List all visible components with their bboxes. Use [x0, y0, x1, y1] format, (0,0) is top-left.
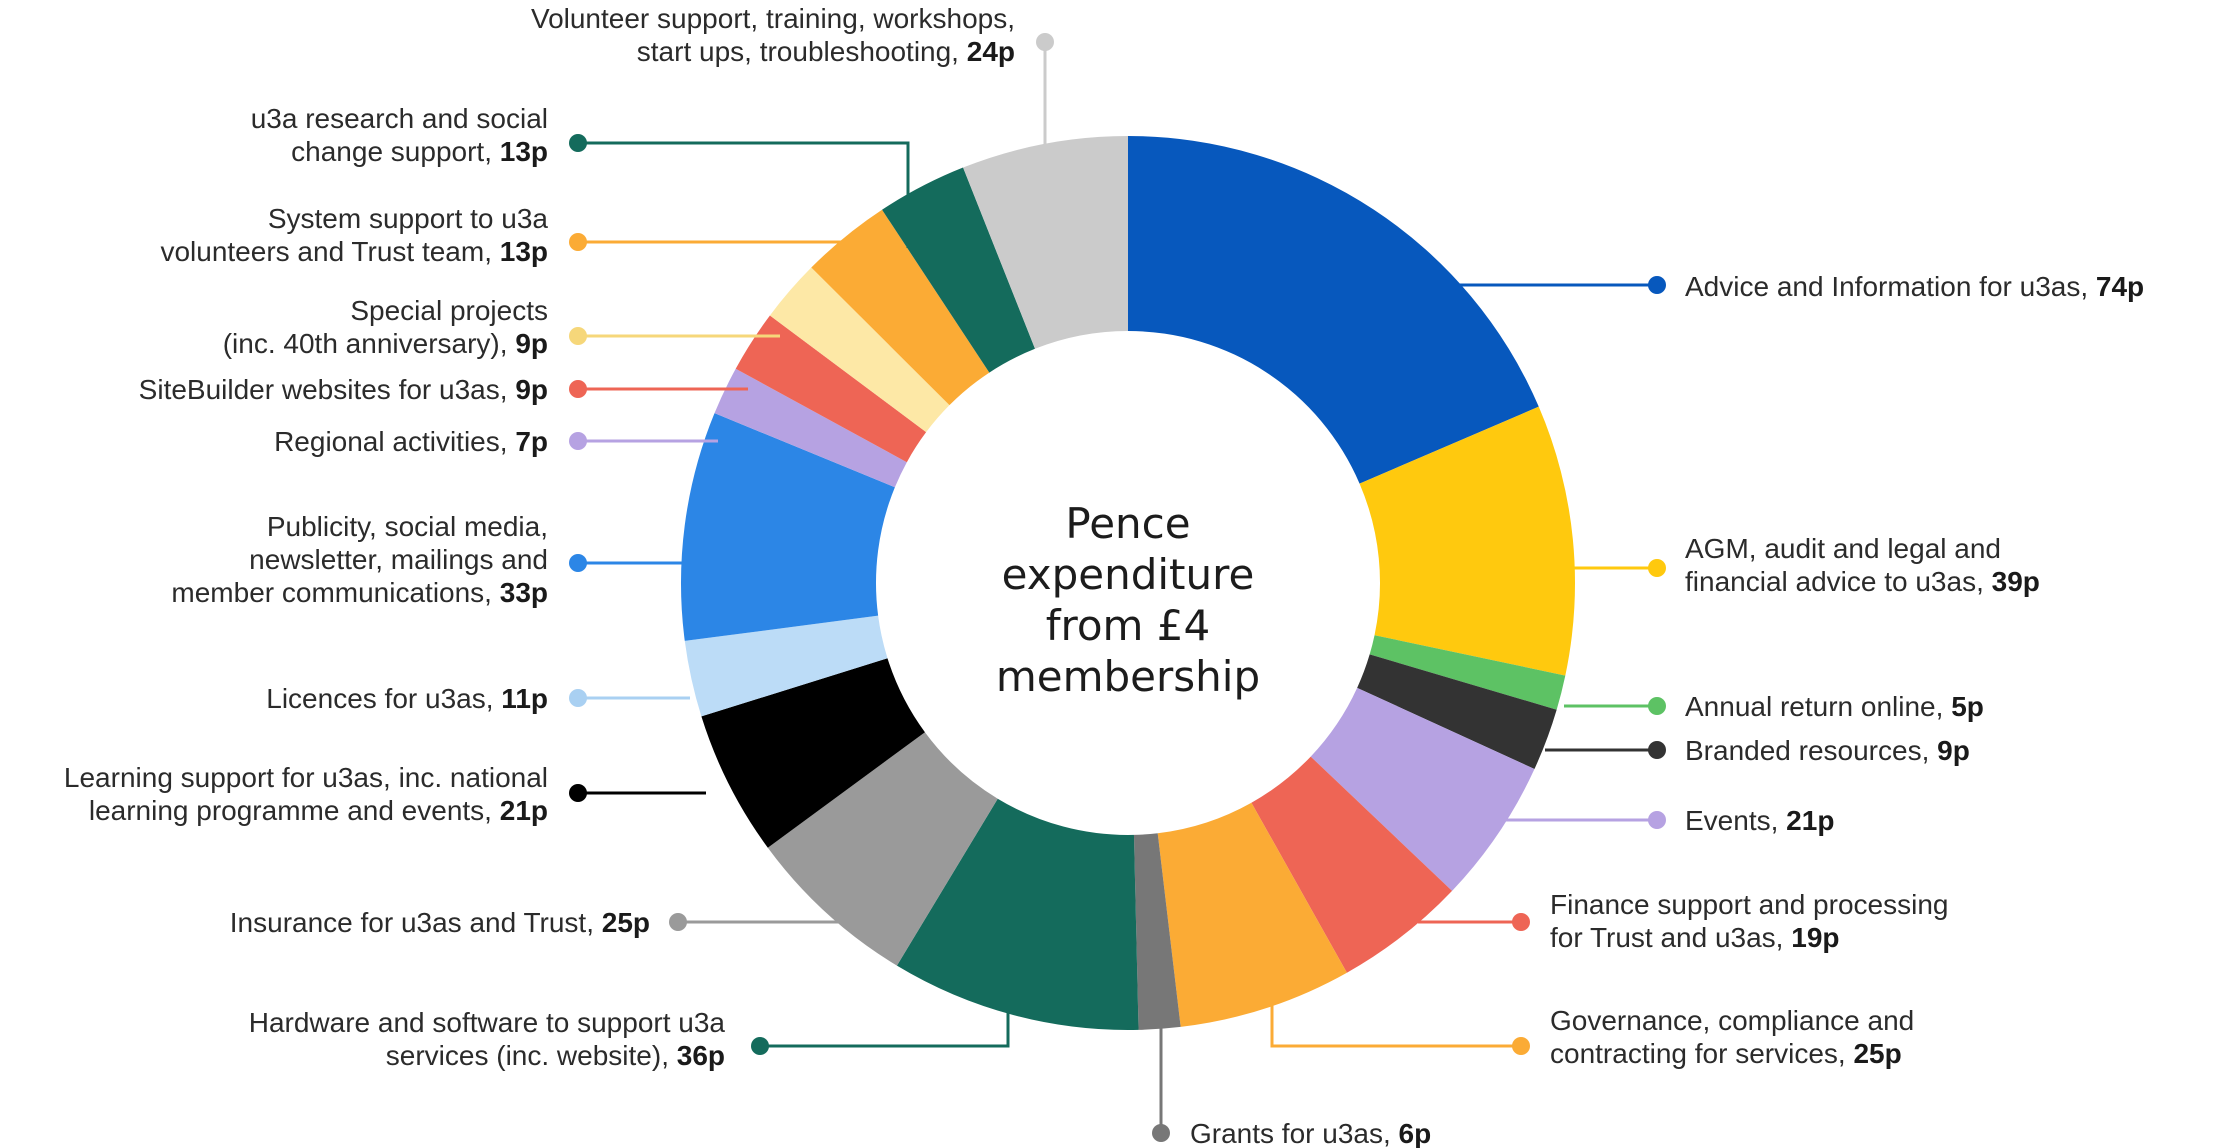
slice-4 [1310, 687, 1535, 891]
slice-value-10: 21p [500, 795, 548, 826]
slice-value-7: 6p [1399, 1118, 1432, 1148]
slice-label-12: Publicity, social media, newsletter, mail… [171, 511, 548, 608]
leader-dot-5 [1512, 913, 1530, 931]
slice-value-4: 21p [1786, 805, 1834, 836]
slice-label-2: Annual return online, 5p [1685, 691, 1984, 722]
slice-label-10: Learning support for u3as, inc. national… [64, 762, 548, 826]
slice-value-2: 5p [1951, 691, 1984, 722]
leader-line-8 [760, 995, 1010, 1048]
slice-0 [1128, 136, 1539, 484]
slice-value-17: 13p [500, 136, 548, 167]
chart-title-text: Pence expenditure from £4 membership [996, 499, 1260, 701]
slice-value-12: 33p [500, 577, 548, 608]
slice-18 [963, 136, 1128, 349]
slice-value-14: 9p [515, 374, 548, 405]
slice-label-3: Branded resources, 9p [1685, 735, 1970, 766]
slice-6 [1157, 802, 1347, 1027]
slice-label-17: u3a research and social change support, 1… [251, 103, 548, 167]
leader-dot-9 [669, 913, 687, 931]
slice-label-7: Grants for u3as, 6p [1190, 1118, 1431, 1148]
chart-title: Pence expenditure from £4 membership [996, 499, 1260, 701]
slice-value-6: 25p [1853, 1038, 1901, 1069]
leader-dot-1 [1648, 559, 1666, 577]
leader-line-16 [578, 240, 854, 282]
slice-labels: Advice and Information for u3as, 74p AGM,… [64, 3, 2144, 1148]
leader-dot-13 [569, 432, 587, 450]
leader-dot-6 [1512, 1037, 1530, 1055]
slice-label-5: Finance support and processing for Trust … [1550, 889, 1948, 953]
slice-label-18: Volunteer support, training, workshops, s… [531, 3, 1015, 67]
leader-dot-4 [1648, 811, 1666, 829]
slice-label-15: Special projects (inc. 40th anniversary),… [223, 295, 548, 359]
leader-dot-15 [569, 327, 587, 345]
slice-value-18: 24p [967, 36, 1015, 67]
leader-dot-0 [1648, 276, 1666, 294]
slice-17 [882, 167, 1036, 373]
donut-slices [681, 136, 1576, 1030]
slice-13 [714, 368, 907, 488]
slice-16 [811, 209, 990, 406]
slice-2 [1369, 635, 1566, 710]
slice-label-6: Governance, compliance and contracting fo… [1550, 1005, 1914, 1069]
slice-1 [1359, 406, 1576, 676]
leader-dot-11 [569, 689, 587, 707]
slice-value-8: 36p [677, 1040, 725, 1071]
slice-label-8: Hardware and software to support u3a serv… [249, 1007, 726, 1071]
slice-label-16: System support to u3a volunteers and Trus… [160, 203, 548, 267]
slice-7 [1133, 833, 1181, 1030]
slice-label-11: Licences for u3as, 11p [266, 683, 548, 714]
leader-dot-8 [751, 1037, 769, 1055]
slice-12 [681, 413, 895, 641]
slice-label-9: Insurance for u3as and Trust, 25p [230, 907, 650, 938]
slice-label-4: Events, 21p [1685, 805, 1834, 836]
slice-label-0: Advice and Information for u3as, 74p [1685, 271, 2144, 302]
leader-line-17 [578, 141, 910, 248]
leader-dot-7 [1152, 1124, 1170, 1142]
slice-11 [684, 615, 888, 717]
leader-dot-2 [1648, 697, 1666, 715]
slice-value-13: 7p [515, 426, 548, 457]
slice-value-15: 9p [515, 328, 548, 359]
slice-5 [1251, 756, 1453, 973]
slice-label-1: AGM, audit and legal and financial advice… [1685, 533, 2040, 597]
slice-10 [701, 658, 925, 848]
slice-value-1: 39p [1992, 566, 2040, 597]
slice-value-11: 11p [501, 683, 548, 714]
slice-label-13: Regional activities, 7p [274, 426, 548, 457]
leader-line-6 [1270, 993, 1521, 1048]
slice-value-16: 13p [500, 236, 548, 267]
leader-dot-16 [569, 233, 587, 251]
slice-label-14: SiteBuilder websites for u3as, 9p [139, 374, 548, 405]
leader-dot-3 [1648, 741, 1666, 759]
slice-3 [1357, 654, 1557, 769]
slice-15 [769, 267, 950, 433]
slice-value-3: 9p [1937, 735, 1970, 766]
leader-dot-12 [569, 554, 587, 572]
leader-dot-18 [1036, 33, 1054, 51]
leader-dot-17 [569, 134, 587, 152]
leader-dot-10 [569, 784, 587, 802]
slice-value-0: 74p [2096, 271, 2144, 302]
leader-dot-14 [569, 380, 587, 398]
slice-value-9: 25p [602, 907, 650, 938]
slice-9 [767, 732, 998, 966]
slice-value-5: 19p [1791, 922, 1839, 953]
slice-14 [735, 315, 927, 463]
leader-lines [569, 33, 1666, 1142]
slice-8 [896, 798, 1139, 1030]
